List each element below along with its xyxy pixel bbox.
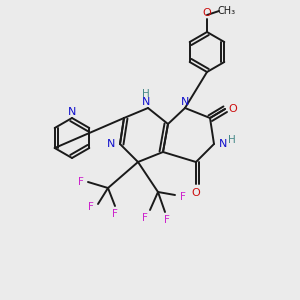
Text: O: O — [229, 104, 237, 114]
Text: O: O — [202, 8, 211, 18]
Text: O: O — [192, 188, 200, 198]
Text: N: N — [181, 97, 189, 107]
Text: F: F — [78, 177, 84, 187]
Text: N: N — [68, 107, 76, 117]
Text: F: F — [88, 202, 94, 212]
Text: F: F — [180, 192, 186, 202]
Text: N: N — [107, 139, 115, 149]
Text: F: F — [112, 209, 118, 219]
Text: N: N — [142, 97, 150, 107]
Text: H: H — [142, 89, 150, 99]
Text: H: H — [228, 135, 236, 145]
Text: F: F — [164, 215, 170, 225]
Text: F: F — [142, 213, 148, 223]
Text: CH₃: CH₃ — [218, 6, 236, 16]
Text: N: N — [219, 139, 227, 149]
